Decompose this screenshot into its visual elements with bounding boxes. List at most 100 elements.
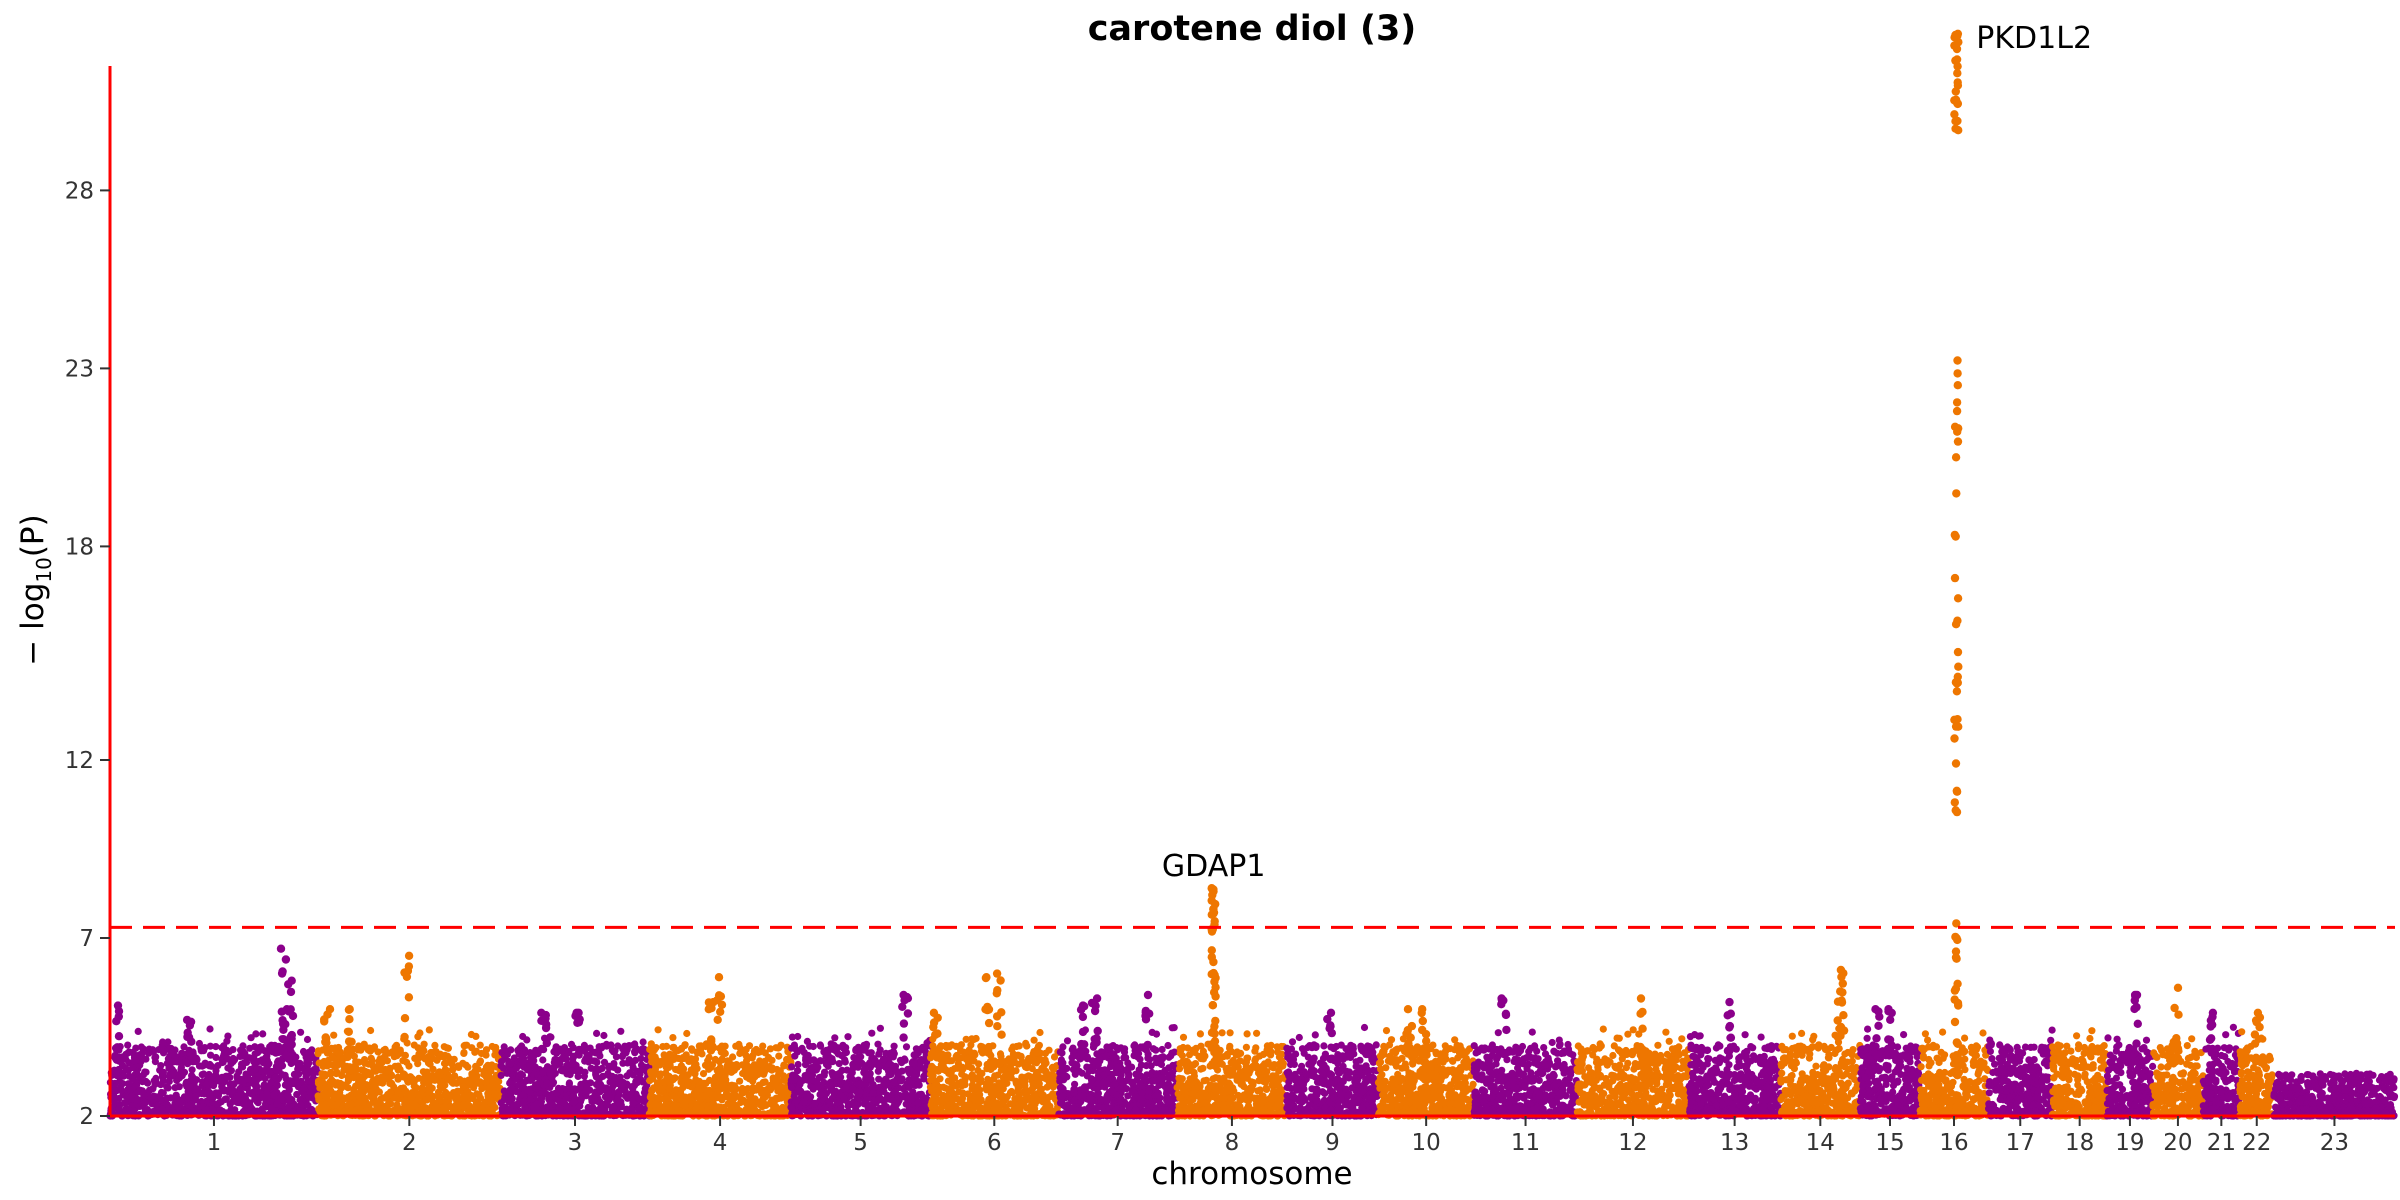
snp-point (990, 1090, 998, 1098)
snp-point (788, 1044, 796, 1052)
snp-point (833, 1099, 842, 1107)
snp-point (637, 1066, 646, 1074)
snp-point (669, 1034, 677, 1042)
snp-point (828, 1082, 836, 1091)
snp-point (138, 1078, 146, 1086)
snp-point (273, 1100, 281, 1108)
snp-point (539, 1056, 547, 1064)
snp-point (646, 1077, 654, 1085)
snp-point (656, 1078, 664, 1087)
snp-point (209, 1106, 217, 1114)
snp-point (441, 1081, 449, 1089)
snp-point (372, 1085, 380, 1093)
snp-point (688, 1046, 696, 1054)
snp-point (415, 1074, 423, 1082)
snp-point (905, 1065, 914, 1073)
snp-point (628, 1059, 637, 1067)
snp-point (631, 1047, 639, 1056)
snp-point (768, 1056, 776, 1064)
snp-point (192, 1076, 201, 1084)
snp-point (125, 1072, 133, 1080)
snp-point (1015, 1094, 1023, 1103)
snp-point (682, 1073, 690, 1081)
snp-point (388, 1079, 396, 1087)
snp-point (509, 1101, 518, 1109)
snp-point (566, 1071, 574, 1079)
snp-point (368, 1056, 376, 1064)
snp-point (239, 1042, 247, 1050)
snp-point (374, 1048, 382, 1056)
snp-point (385, 1049, 393, 1057)
snp-point (814, 1083, 822, 1091)
snp-point (444, 1075, 452, 1083)
snp-point (360, 1056, 369, 1064)
chromosome-2-points (314, 1026, 505, 1120)
snp-point (646, 1045, 654, 1054)
snp-point (218, 1044, 226, 1052)
snp-point (772, 1102, 780, 1110)
snp-point (591, 1091, 599, 1099)
snp-point (788, 1063, 796, 1071)
snp-point (330, 1054, 338, 1062)
snp-point (739, 1069, 747, 1078)
snp-point (738, 1061, 747, 1069)
snp-point (711, 1102, 719, 1111)
snp-point (762, 1101, 770, 1109)
snp-point (364, 1046, 372, 1054)
snp-point (581, 1057, 589, 1065)
snp-point (574, 1072, 582, 1080)
snp-point (1042, 1067, 1050, 1075)
snp-point (299, 1047, 308, 1056)
snp-point (581, 1087, 589, 1095)
snp-point (464, 1063, 472, 1071)
snp-point (274, 1058, 282, 1066)
snp-point (567, 1085, 576, 1093)
snp-point (821, 1104, 829, 1112)
snp-point (373, 1102, 381, 1110)
snp-point (666, 1060, 674, 1068)
snp-point (468, 1044, 476, 1052)
snp-point (780, 1088, 789, 1096)
snp-point (736, 1077, 744, 1085)
snp-point (394, 1066, 402, 1074)
snp-point (431, 1041, 439, 1049)
snp-point (272, 1066, 280, 1074)
snp-point (119, 1053, 127, 1061)
snp-point (684, 1082, 693, 1090)
snp-point (1041, 1056, 1049, 1064)
snp-point (228, 1087, 236, 1095)
snp-point (636, 1103, 644, 1111)
snp-point (646, 1093, 655, 1101)
snp-point (267, 1078, 275, 1087)
snp-point (632, 1093, 640, 1101)
snp-point (929, 1071, 937, 1080)
snp-point (303, 1059, 311, 1067)
snp-point (600, 1031, 608, 1040)
snp-point (303, 1101, 311, 1109)
snp-point (239, 1063, 247, 1071)
snp-point (1018, 1058, 1026, 1066)
snp-point (681, 1042, 689, 1050)
snp-point (900, 1108, 908, 1116)
snp-point (764, 1084, 772, 1093)
snp-point (163, 1094, 171, 1102)
snp-point (178, 1049, 186, 1057)
snp-point (705, 1053, 713, 1062)
snp-point (357, 1046, 365, 1054)
snp-point (617, 1027, 625, 1035)
snp-point (248, 1090, 256, 1098)
snp-point (798, 1044, 806, 1052)
snp-point (237, 1077, 245, 1085)
snp-point (961, 1073, 969, 1081)
snp-point (376, 1055, 384, 1063)
snp-point (453, 1094, 461, 1102)
snp-point (244, 1075, 252, 1083)
snp-point (187, 1076, 195, 1084)
snp-point (885, 1067, 893, 1076)
snp-point (871, 1056, 879, 1064)
snp-point (327, 1098, 335, 1107)
snp-point (760, 1078, 768, 1086)
snp-point (131, 1057, 139, 1065)
snp-point (875, 1063, 883, 1071)
snp-point (787, 1083, 796, 1092)
